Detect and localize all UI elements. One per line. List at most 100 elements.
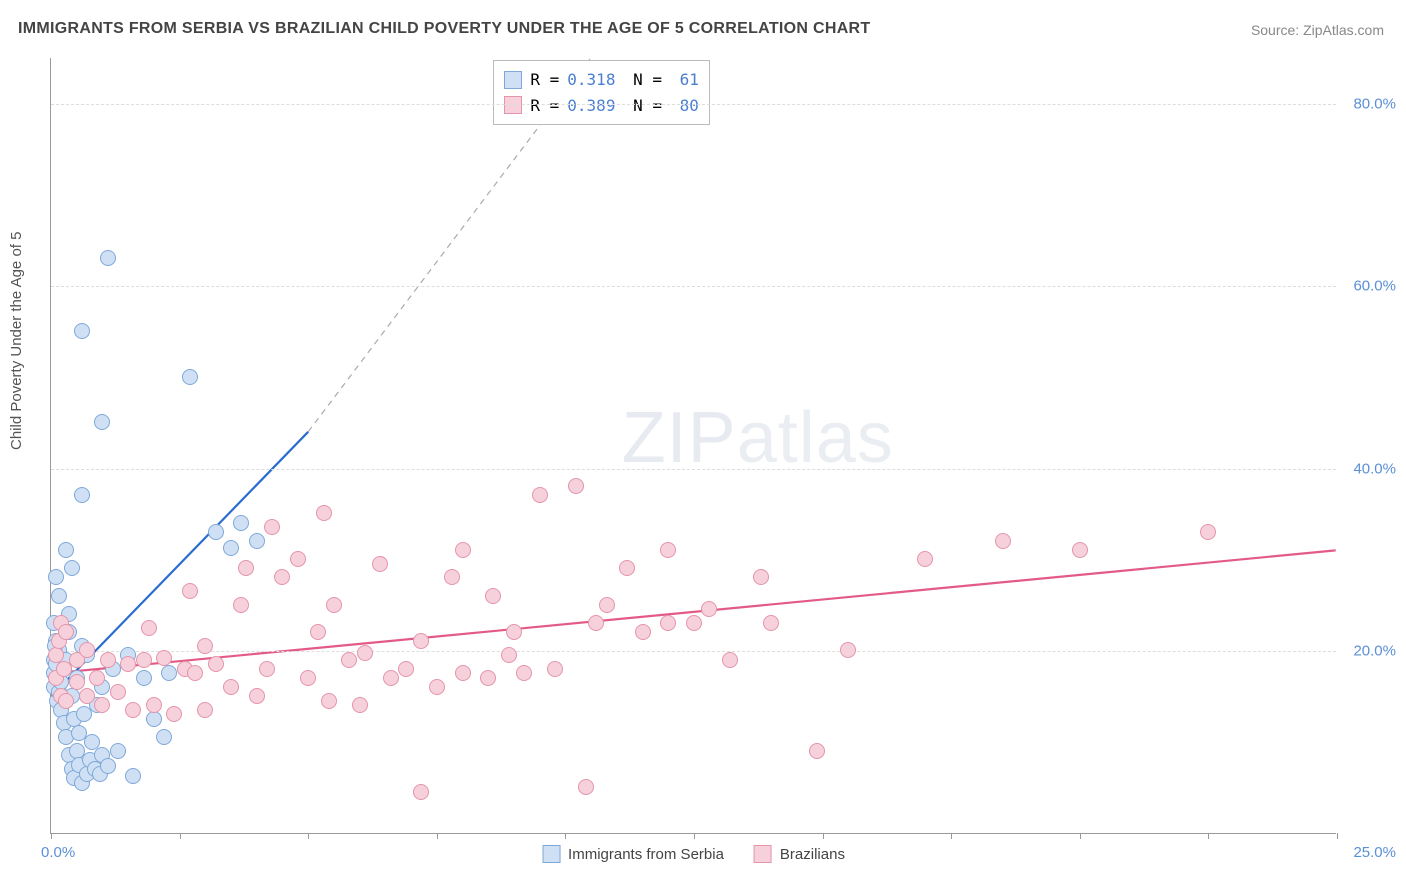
data-point <box>233 597 249 613</box>
data-point <box>455 665 471 681</box>
data-point <box>635 624 651 640</box>
trend-lines <box>51 58 1336 833</box>
gridline <box>51 286 1336 287</box>
data-point <box>79 688 95 704</box>
data-point <box>79 642 95 658</box>
data-point <box>501 647 517 663</box>
data-point <box>321 693 337 709</box>
stats-legend-row: R = 0.389 N = 80 <box>504 93 699 119</box>
legend-item: Immigrants from Serbia <box>542 845 724 863</box>
data-point <box>619 560 635 576</box>
data-point <box>110 743 126 759</box>
data-point <box>100 250 116 266</box>
swatch-icon <box>504 96 522 114</box>
data-point <box>660 542 676 558</box>
data-point <box>264 519 280 535</box>
data-point <box>94 697 110 713</box>
x-axis-end-label: 25.0% <box>1353 844 1396 861</box>
r-value: 0.318 <box>567 67 615 93</box>
legend-item: Brazilians <box>754 845 845 863</box>
data-point <box>352 697 368 713</box>
data-point <box>197 702 213 718</box>
data-point <box>100 652 116 668</box>
data-point <box>146 697 162 713</box>
data-point <box>485 588 501 604</box>
source-label: Source: ZipAtlas.com <box>1251 22 1384 38</box>
data-point <box>444 569 460 585</box>
data-point <box>120 656 136 672</box>
x-tick <box>694 833 695 839</box>
data-point <box>480 670 496 686</box>
n-value: 61 <box>670 67 699 93</box>
watermark: ZIPatlas <box>622 396 894 478</box>
stats-legend: R = 0.318 N = 61 R = 0.389 N = 80 <box>493 60 710 125</box>
data-point <box>223 679 239 695</box>
r-value: 0.389 <box>567 93 615 119</box>
data-point <box>599 597 615 613</box>
r-label: R = <box>530 93 559 119</box>
x-tick <box>1337 833 1338 839</box>
data-point <box>208 656 224 672</box>
n-label: N = <box>623 67 662 93</box>
data-point <box>506 624 522 640</box>
data-point <box>249 688 265 704</box>
data-point <box>208 524 224 540</box>
data-point <box>763 615 779 631</box>
data-point <box>383 670 399 686</box>
data-point <box>357 645 373 661</box>
data-point <box>413 633 429 649</box>
n-label: N = <box>623 93 662 119</box>
data-point <box>753 569 769 585</box>
data-point <box>136 670 152 686</box>
data-point <box>917 551 933 567</box>
data-point <box>274 569 290 585</box>
data-point <box>125 702 141 718</box>
x-tick <box>951 833 952 839</box>
r-label: R = <box>530 67 559 93</box>
x-tick <box>308 833 309 839</box>
data-point <box>182 369 198 385</box>
y-tick-label: 80.0% <box>1353 95 1396 112</box>
data-point <box>58 624 74 640</box>
x-tick <box>51 833 52 839</box>
data-point <box>1072 542 1088 558</box>
data-point <box>74 487 90 503</box>
data-point <box>100 758 116 774</box>
data-point <box>197 638 213 654</box>
data-point <box>398 661 414 677</box>
data-point <box>316 505 332 521</box>
data-point <box>51 588 67 604</box>
data-point <box>310 624 326 640</box>
data-point <box>578 779 594 795</box>
y-axis-label: Child Poverty Under the Age of 5 <box>8 232 25 450</box>
x-tick <box>437 833 438 839</box>
data-point <box>223 540 239 556</box>
x-tick <box>1080 833 1081 839</box>
data-point <box>74 323 90 339</box>
data-point <box>156 650 172 666</box>
data-point <box>48 569 64 585</box>
data-point <box>125 768 141 784</box>
data-point <box>372 556 388 572</box>
data-point <box>326 597 342 613</box>
data-point <box>809 743 825 759</box>
data-point <box>187 665 203 681</box>
page-title: IMMIGRANTS FROM SERBIA VS BRAZILIAN CHIL… <box>18 20 870 38</box>
y-tick-label: 60.0% <box>1353 278 1396 295</box>
data-point <box>660 615 676 631</box>
data-point <box>58 542 74 558</box>
stats-legend-row: R = 0.318 N = 61 <box>504 67 699 93</box>
data-point <box>516 665 532 681</box>
swatch-icon <box>542 845 560 863</box>
data-point <box>233 515 249 531</box>
data-point <box>722 652 738 668</box>
swatch-icon <box>754 845 772 863</box>
x-tick <box>823 833 824 839</box>
data-point <box>413 784 429 800</box>
data-point <box>1200 524 1216 540</box>
x-tick <box>565 833 566 839</box>
data-point <box>686 615 702 631</box>
data-point <box>341 652 357 668</box>
data-point <box>300 670 316 686</box>
legend-label: Immigrants from Serbia <box>568 846 724 863</box>
